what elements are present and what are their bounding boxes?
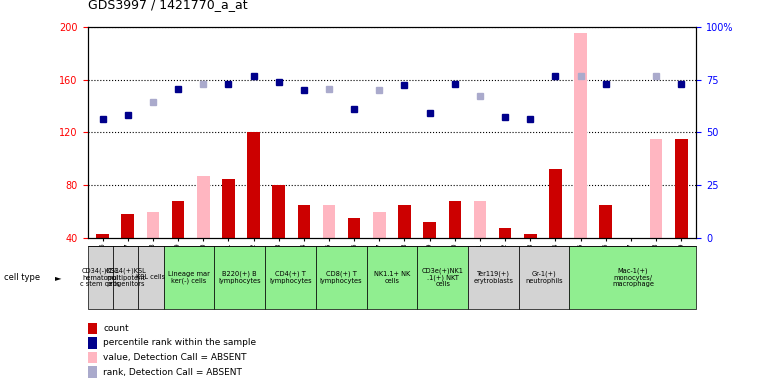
Text: CD34(+)KSL
multipotent
progenitors: CD34(+)KSL multipotent progenitors	[105, 268, 146, 287]
Text: CD34(-)KSL
hematopoi
c stem cells: CD34(-)KSL hematopoi c stem cells	[81, 268, 120, 287]
Bar	[348, 218, 361, 238]
Text: Ter119(+)
erytroblasts: Ter119(+) erytroblasts	[473, 271, 514, 284]
Bar	[122, 214, 134, 238]
Bar	[197, 176, 209, 238]
Bar	[172, 201, 184, 238]
Bar	[272, 185, 285, 238]
Text: count: count	[103, 324, 129, 333]
Text: GDS3997 / 1421770_a_at: GDS3997 / 1421770_a_at	[88, 0, 247, 12]
Text: CD3e(+)NK1
.1(+) NKT
cells: CD3e(+)NK1 .1(+) NKT cells	[422, 267, 463, 288]
Bar	[298, 205, 310, 238]
Bar	[675, 139, 687, 238]
Text: Lineage mar
ker(-) cells: Lineage mar ker(-) cells	[168, 271, 210, 284]
Bar	[323, 205, 336, 238]
Bar	[473, 201, 486, 238]
Text: CD4(+) T
lymphocytes: CD4(+) T lymphocytes	[269, 271, 312, 284]
Text: B220(+) B
lymphocytes: B220(+) B lymphocytes	[218, 271, 261, 284]
Text: cell type: cell type	[4, 273, 40, 282]
Bar	[247, 132, 260, 238]
Bar	[448, 201, 461, 238]
Text: rank, Detection Call = ABSENT: rank, Detection Call = ABSENT	[103, 367, 242, 377]
Text: NK1.1+ NK
cells: NK1.1+ NK cells	[374, 271, 410, 284]
Bar	[147, 212, 159, 238]
Bar	[373, 212, 386, 238]
Bar	[398, 205, 411, 238]
Bar	[222, 179, 234, 238]
Text: value, Detection Call = ABSENT: value, Detection Call = ABSENT	[103, 353, 247, 362]
Text: ►: ►	[55, 273, 62, 282]
Text: Gr-1(+)
neutrophils: Gr-1(+) neutrophils	[525, 271, 563, 284]
Bar	[600, 205, 612, 238]
Text: CD8(+) T
lymphocytes: CD8(+) T lymphocytes	[320, 271, 362, 284]
Bar	[575, 33, 587, 238]
Bar	[97, 234, 109, 238]
Text: percentile rank within the sample: percentile rank within the sample	[103, 338, 256, 348]
Bar	[423, 222, 436, 238]
Text: Mac-1(+)
monocytes/
macrophage: Mac-1(+) monocytes/ macrophage	[612, 268, 654, 287]
Bar	[498, 227, 511, 238]
Bar	[524, 234, 537, 238]
Bar	[549, 169, 562, 238]
Text: KSL cells: KSL cells	[136, 275, 165, 280]
Bar	[650, 139, 662, 238]
